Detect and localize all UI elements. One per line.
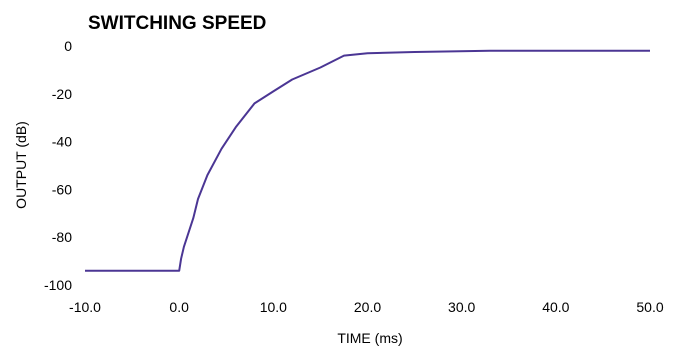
series-line — [85, 49, 650, 272]
x-tick-label: 50.0 — [636, 299, 663, 315]
y-tick-label: 0 — [64, 38, 72, 54]
x-tick-label: 30.0 — [448, 299, 475, 315]
x-tick-label: 0.0 — [169, 299, 189, 315]
chart-title: SWITCHING SPEED — [88, 13, 266, 34]
x-tick-label: 40.0 — [542, 299, 569, 315]
x-tick-label: 20.0 — [354, 299, 381, 315]
y-tick-label: -40 — [52, 134, 72, 150]
y-tick-label: -60 — [52, 181, 72, 197]
x-tick-label: 10.0 — [260, 299, 287, 315]
x-axis-ticks: -10.0 0.0 10.0 20.0 30.0 40.0 50.0 — [69, 299, 664, 315]
y-axis-label: OUTPUT (dB) — [13, 121, 29, 209]
y-tick-label: -20 — [52, 86, 72, 102]
y-tick-label: -100 — [44, 277, 72, 293]
y-axis-ticks: 0 -20 -40 -60 -80 -100 — [44, 38, 72, 293]
y-tick-label: -80 — [52, 229, 72, 245]
x-tick-label: -10.0 — [69, 299, 101, 315]
x-axis-label: TIME (ms) — [337, 330, 402, 346]
